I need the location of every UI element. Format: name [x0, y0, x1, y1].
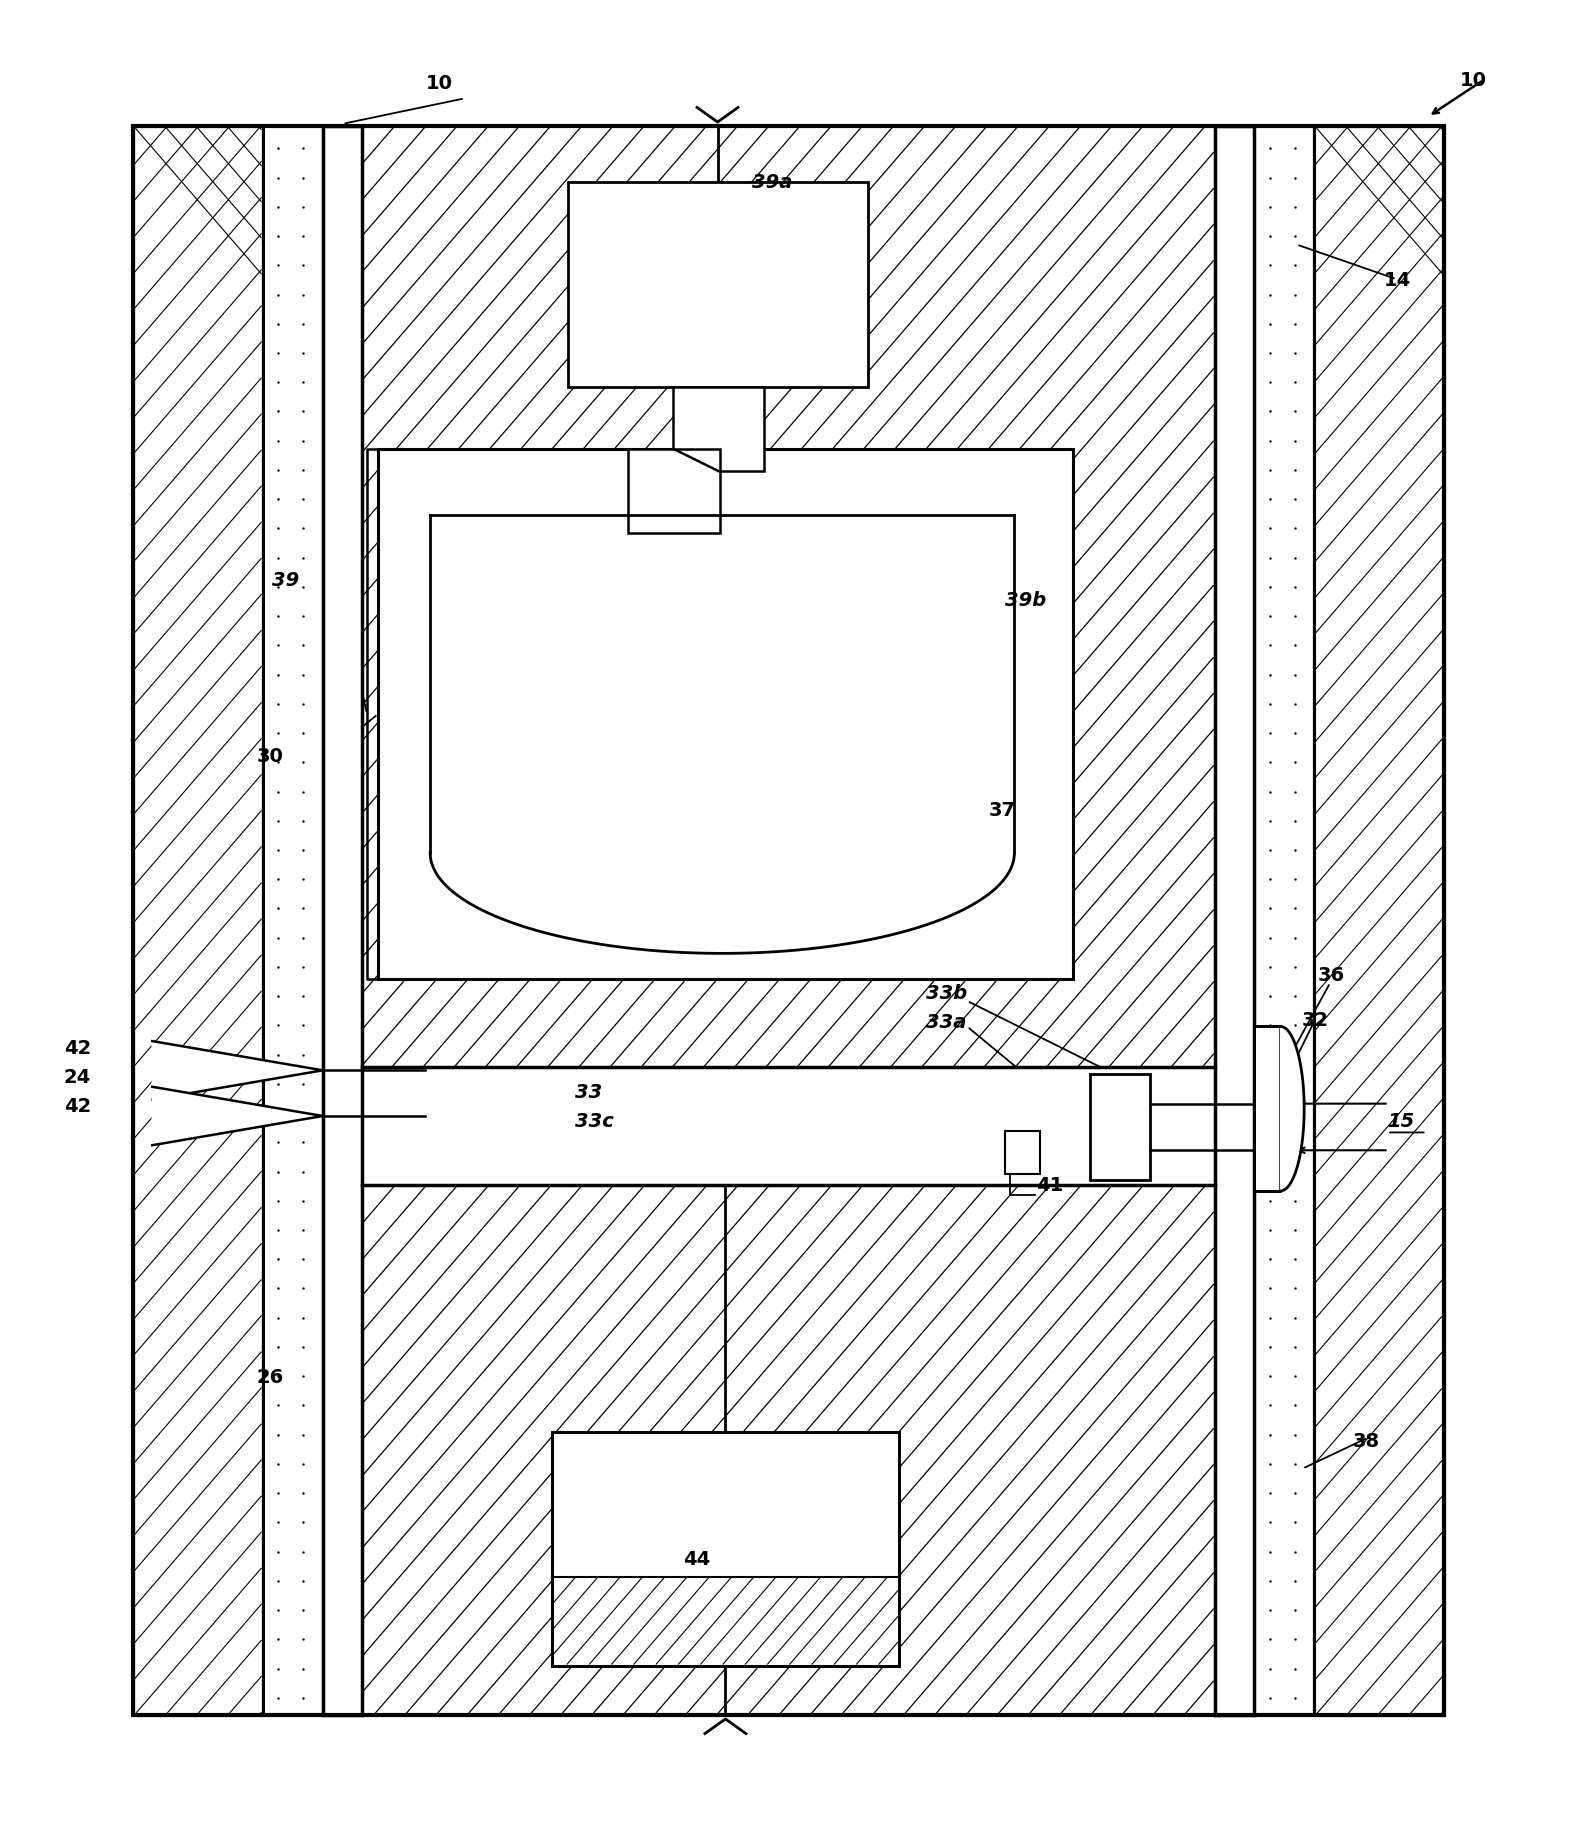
Bar: [551, 1432, 898, 1666]
Text: 24: 24: [64, 1068, 91, 1088]
Text: 39b: 39b: [1005, 591, 1047, 609]
Bar: [1215, 125, 1254, 1716]
Text: 33c: 33c: [575, 1112, 615, 1130]
Polygon shape: [153, 1086, 323, 1145]
Text: 26: 26: [256, 1368, 284, 1386]
Polygon shape: [1281, 1027, 1305, 1191]
Bar: [551, 1432, 898, 1666]
Bar: [134, 125, 1443, 1716]
Text: 10: 10: [425, 74, 452, 94]
Bar: [628, 449, 720, 534]
Text: 15: 15: [1388, 1112, 1415, 1130]
Bar: [567, 182, 868, 387]
Text: 44: 44: [683, 1550, 710, 1570]
Text: 39: 39: [272, 571, 299, 591]
Bar: [378, 449, 1072, 979]
Bar: [362, 125, 1215, 1066]
Text: 33a: 33a: [926, 1013, 967, 1033]
Bar: [1254, 1027, 1281, 1191]
Bar: [1005, 1130, 1040, 1175]
Text: 14: 14: [1384, 271, 1411, 291]
Text: 42: 42: [64, 1038, 91, 1059]
Text: 41: 41: [1037, 1176, 1064, 1195]
Text: 37: 37: [989, 801, 1016, 821]
Bar: [362, 1066, 1215, 1186]
Bar: [134, 125, 263, 1716]
Text: 30: 30: [256, 747, 284, 766]
Bar: [362, 1186, 1215, 1716]
Text: 38: 38: [1352, 1432, 1380, 1451]
Bar: [1254, 125, 1314, 1716]
Bar: [362, 125, 1215, 1066]
Text: 33: 33: [575, 1083, 602, 1101]
Bar: [1090, 1073, 1150, 1180]
Text: 42: 42: [64, 1097, 91, 1116]
Bar: [134, 125, 263, 1716]
Text: 10: 10: [1459, 70, 1486, 90]
Bar: [362, 1186, 1215, 1716]
Bar: [1314, 125, 1443, 1716]
Bar: [1314, 125, 1443, 1716]
Polygon shape: [153, 1042, 323, 1099]
Bar: [672, 387, 765, 471]
Bar: [1254, 125, 1314, 1716]
Polygon shape: [430, 515, 1015, 954]
Bar: [323, 125, 362, 1716]
Text: 32: 32: [1301, 1011, 1329, 1031]
Bar: [263, 125, 323, 1716]
Text: 33b: 33b: [926, 985, 967, 1003]
Text: 39a: 39a: [752, 173, 793, 191]
Text: 36: 36: [1317, 967, 1344, 985]
Bar: [263, 125, 323, 1716]
